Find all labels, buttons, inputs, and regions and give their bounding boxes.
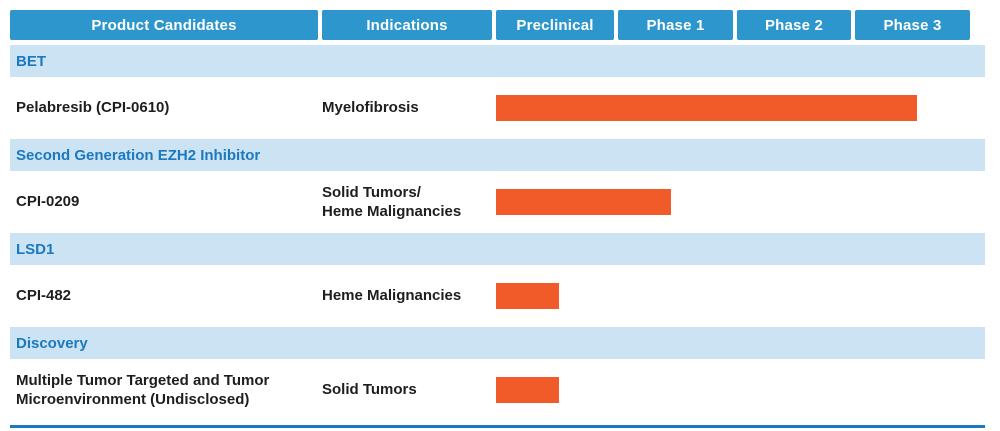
column-header-row: Product Candidates Indications Preclinic…	[10, 10, 970, 40]
indication: Solid Tumors	[322, 381, 417, 399]
column-header-product-candidates: Product Candidates	[10, 10, 318, 40]
candidate-name: Multiple Tumor Targeted and Tumor Microe…	[16, 371, 270, 409]
section-header-ezh2: Second Generation EZH2 Inhibitor	[10, 139, 985, 171]
section-header-bet: BET	[10, 45, 985, 77]
phase-bar	[496, 95, 917, 121]
column-header-indications: Indications	[322, 10, 492, 40]
phase-bar-track	[496, 283, 970, 309]
phase-bar	[496, 283, 559, 309]
section-header-lsd1: LSD1	[10, 233, 985, 265]
phase-bar	[496, 377, 559, 403]
column-header-phase-1: Phase 1	[618, 10, 733, 40]
section-label: Second Generation EZH2 Inhibitor	[16, 146, 261, 164]
candidate-name: CPI-482	[16, 287, 72, 305]
phase-bar-track	[496, 95, 970, 121]
phase-bar-track	[496, 189, 970, 215]
row-pelabresib: Pelabresib (CPI-0610) Myelofibrosis	[10, 78, 970, 138]
indication: Heme Malignancies	[322, 287, 462, 305]
section-header-discovery: Discovery	[10, 327, 985, 359]
phase-bar-track	[496, 377, 970, 403]
column-header-phase-2: Phase 2	[737, 10, 851, 40]
row-discovery-program: Multiple Tumor Targeted and Tumor Microe…	[10, 360, 970, 420]
candidate-name: CPI-0209	[16, 193, 80, 211]
candidate-name: Pelabresib (CPI-0610)	[16, 99, 170, 117]
section-label: BET	[16, 52, 46, 70]
indication: Myelofibrosis	[322, 99, 419, 117]
phase-bar	[496, 189, 672, 215]
bottom-rule	[10, 425, 985, 428]
indication: Solid Tumors/ Heme Malignancies	[322, 183, 462, 221]
row-cpi-482: CPI-482 Heme Malignancies	[10, 266, 970, 326]
section-label: LSD1	[16, 240, 55, 258]
column-header-preclinical: Preclinical	[496, 10, 614, 40]
row-cpi-0209: CPI-0209 Solid Tumors/ Heme Malignancies	[10, 172, 970, 232]
column-header-phase-3: Phase 3	[855, 10, 970, 40]
section-label: Discovery	[16, 334, 88, 352]
